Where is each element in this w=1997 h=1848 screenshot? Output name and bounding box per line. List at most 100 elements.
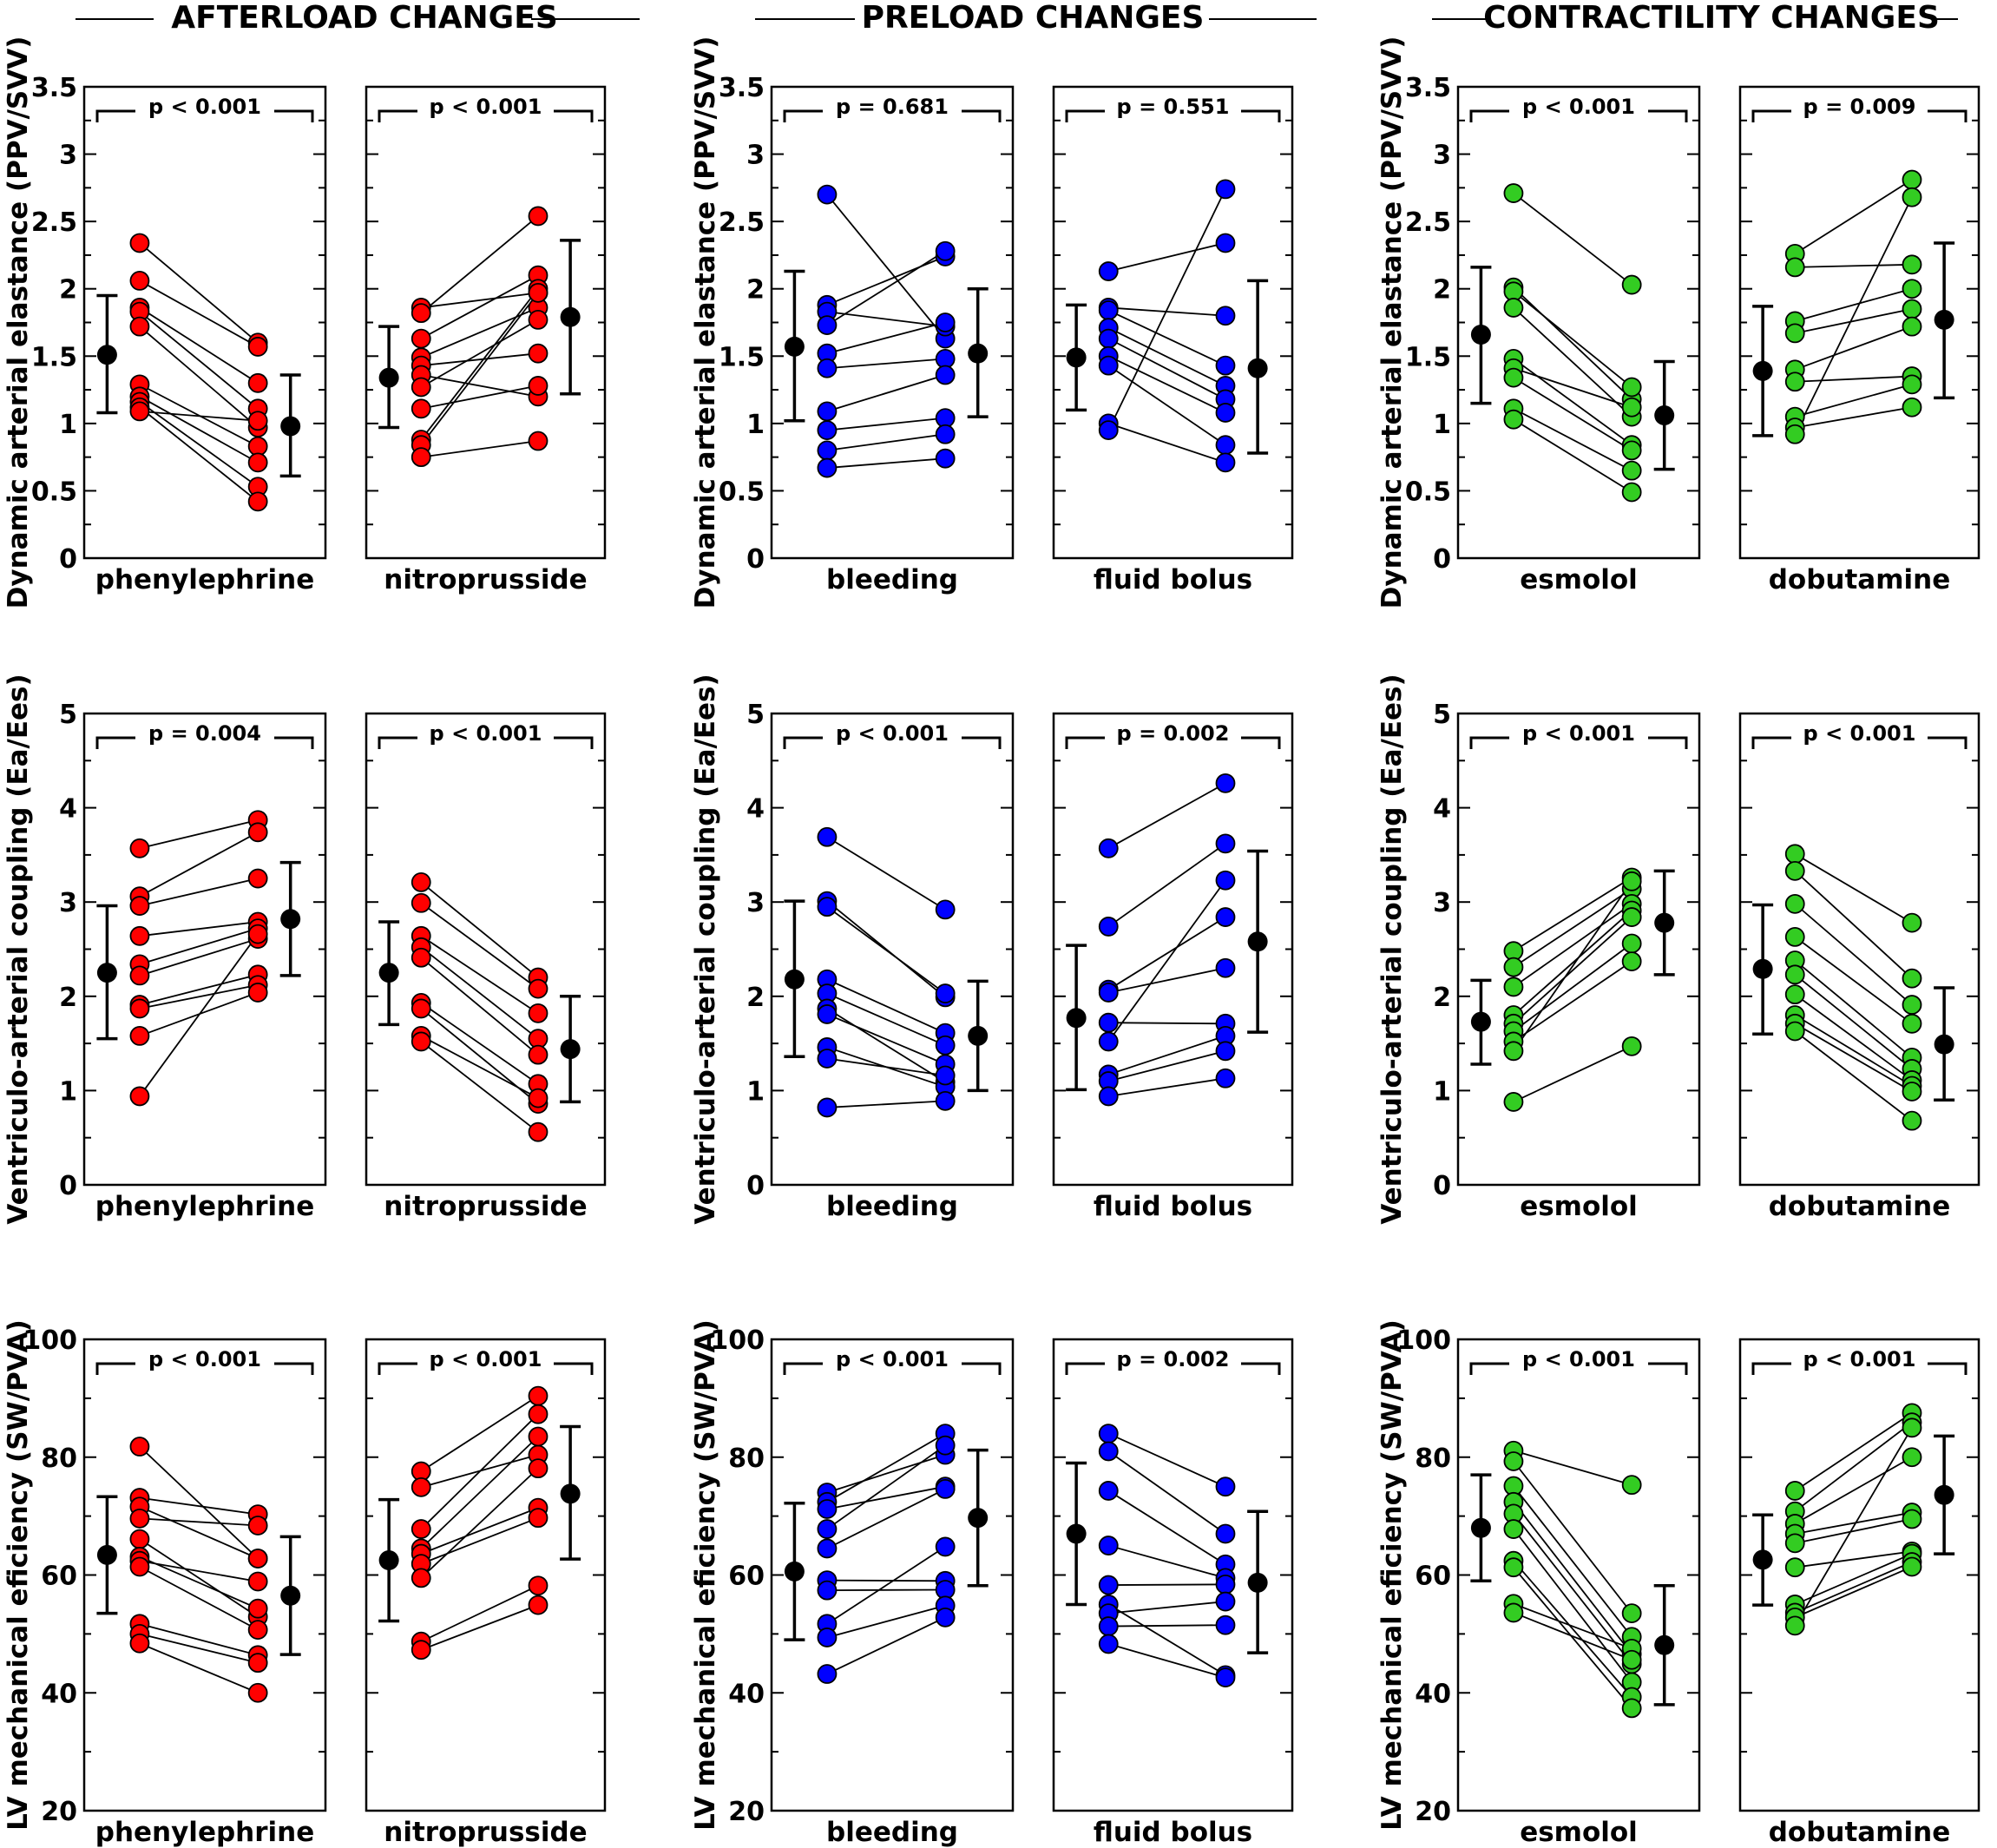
pair-line (421, 292, 539, 309)
pair-line (1795, 308, 1913, 334)
y-tick-label: 3.5 (1405, 73, 1451, 103)
p-value: p < 0.001 (1803, 1347, 1916, 1371)
point-after (1902, 1110, 1922, 1131)
point-after (528, 376, 549, 396)
y-tick-label: 5 (746, 700, 765, 730)
point-before (129, 1508, 150, 1529)
mean-after-marker (1934, 309, 1954, 330)
point-after (528, 1404, 549, 1424)
panel-nitroprusside: nitroprusside p < 0.001 (365, 1338, 607, 1848)
mean-before-marker (378, 1550, 399, 1571)
p-bracket (378, 109, 417, 122)
pair-line (1107, 338, 1226, 400)
pair-line (1107, 1432, 1226, 1488)
pair-line (421, 374, 539, 398)
pair-line (826, 1616, 946, 1675)
point-before (817, 420, 838, 441)
p-value: p < 0.001 (1522, 721, 1635, 746)
y-tick-label: 80 (728, 1444, 765, 1474)
x-axis-label: bleeding (826, 1817, 958, 1848)
mean-after-marker (1934, 1484, 1954, 1505)
pair-line (1108, 1643, 1226, 1679)
pair-line (1795, 1550, 1913, 1568)
point-before (1784, 860, 1805, 881)
pair-line (1794, 974, 1913, 1070)
point-after (1621, 907, 1642, 927)
y-axis-label: Dynamic arterial elastance (PPV/SVV) (1376, 36, 1408, 609)
point-after (247, 1620, 268, 1641)
p-bracket (1065, 109, 1105, 122)
mean-after-marker (280, 1585, 301, 1606)
point-after (1902, 397, 1922, 418)
point-before (1098, 1616, 1119, 1636)
pair-line (139, 406, 259, 503)
pair-line (420, 1584, 539, 1643)
pair-line (826, 374, 946, 412)
point-before (1098, 983, 1119, 1003)
point-before (1098, 1441, 1119, 1462)
pair-line (1794, 179, 1913, 255)
x-axis-label: phenylephrine (95, 564, 314, 595)
mean-before-marker (96, 963, 117, 983)
point-before (1098, 328, 1119, 349)
y-tick-label: 2.5 (719, 207, 765, 238)
plot-frame (82, 85, 327, 560)
p-bracket (95, 109, 135, 122)
p-value: p = 0.551 (1117, 95, 1230, 119)
mean-after-marker (280, 416, 301, 437)
pair-line (1513, 910, 1632, 1016)
pair-line (1794, 959, 1913, 1059)
point-before (1784, 1021, 1805, 1042)
pair-line (139, 1642, 259, 1694)
point-after (1902, 169, 1922, 190)
point-before (1784, 372, 1805, 392)
mean-before-marker (1066, 1008, 1087, 1029)
point-after (528, 431, 549, 451)
p-value: p < 0.001 (430, 1347, 542, 1371)
mean-after-marker (560, 1039, 581, 1060)
pair-line (1108, 1583, 1226, 1586)
pair-line (139, 326, 259, 429)
pair-line (826, 978, 946, 1034)
mean-before-marker (1066, 347, 1087, 368)
point-after (528, 1508, 549, 1529)
pair-line (420, 288, 539, 441)
point-before (817, 1499, 838, 1519)
pair-line (1107, 326, 1226, 387)
y-tick-label: 3 (1433, 141, 1451, 171)
point-before (411, 871, 431, 892)
point-after (1621, 1649, 1642, 1670)
pair-line (826, 417, 946, 431)
point-before (129, 925, 150, 946)
point-after (1215, 435, 1236, 456)
y-tick-label: 5 (1433, 700, 1451, 730)
point-after (1621, 460, 1642, 481)
point-before (1503, 1519, 1524, 1539)
pair-line (1794, 870, 1913, 979)
y-tick-label: 20 (1415, 1797, 1451, 1827)
pair-line (1107, 309, 1226, 366)
point-before (817, 1097, 838, 1118)
point-after (1215, 452, 1236, 473)
point-before (129, 838, 150, 858)
p-value: p < 0.001 (1522, 95, 1635, 119)
pair-line (826, 1485, 946, 1510)
point-before (411, 1519, 431, 1539)
p-bracket (962, 736, 1002, 749)
pair-line (1513, 358, 1632, 446)
point-before (1098, 1086, 1119, 1107)
p-value: p < 0.001 (430, 721, 542, 746)
pair-line (1107, 1035, 1226, 1075)
pair-line (1513, 888, 1632, 968)
mean-before-marker (1470, 324, 1491, 345)
p-bracket (1065, 736, 1105, 749)
point-after (1215, 1041, 1236, 1062)
point-before (1503, 1451, 1524, 1471)
point-before (1098, 1575, 1119, 1595)
pair-line (1107, 1603, 1226, 1676)
pair-line (139, 1555, 259, 1610)
pair-line (1513, 1602, 1632, 1650)
pair-line (1107, 1450, 1226, 1535)
point-after (247, 337, 268, 357)
pair-line (1795, 287, 1913, 322)
